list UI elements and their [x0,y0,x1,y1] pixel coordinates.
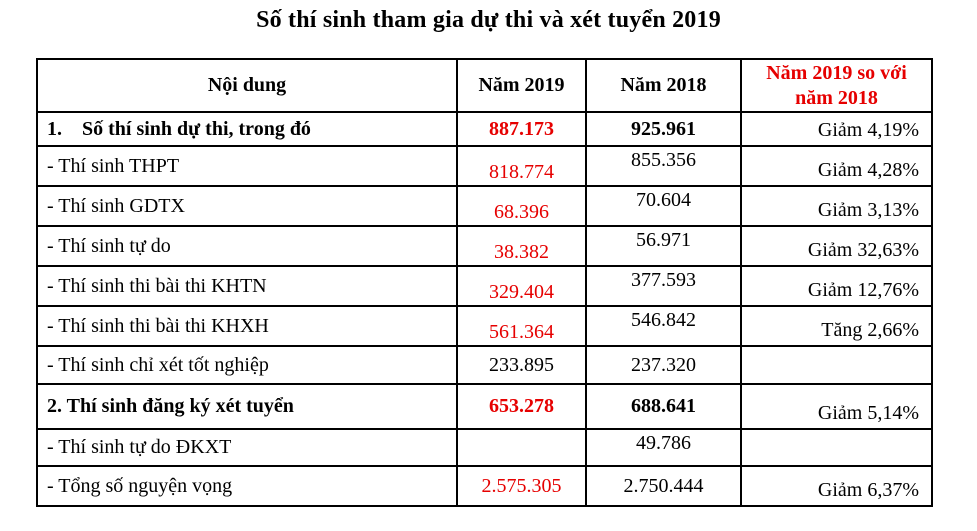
table-row: 2. Thí sinh đăng ký xét tuyển 653.278 68… [36,383,933,430]
value-comparison-text: Tăng 2,66% [821,319,919,341]
value-2018-text: 2.750.444 [623,474,704,497]
value-comparison: Giảm 4,19% [740,111,933,147]
value-2018: 925.961 [585,111,742,147]
value-2019: 68.396 [456,185,587,227]
value-comparison-text: Giảm 3,13% [817,199,919,221]
row-label: - Thí sinh tự do [36,225,458,267]
value-2018: 546.842 [585,305,742,347]
row-label: 2. Thí sinh đăng ký xét tuyển [36,383,458,430]
row-label-text: - Thí sinh tự do ĐKXT [47,436,232,458]
value-2018: 56.971 [585,225,742,267]
row-label: - Thí sinh GDTX [36,185,458,227]
header-noi-dung: Nội dung [36,58,458,113]
value-2018: 237.320 [585,345,742,385]
value-2018: 70.604 [585,185,742,227]
header-row: Nội dung Năm 2019 Năm 2018 Năm 2019 so v… [36,58,933,113]
row-label-text: 1. Số thí sinh dự thi, trong đó [47,117,311,140]
value-2018-text: 377.593 [631,268,696,291]
row-label: - Thí sinh tự do ĐKXT [36,428,458,467]
table-row: - Thí sinh tự do 38.382 56.971 Giảm 32,6… [36,225,933,267]
value-2019-text: 233.895 [489,353,554,376]
table-row: - Thí sinh GDTX 68.396 70.604 Giảm 3,13% [36,185,933,227]
table-row: - Tổng số nguyện vọng 2.575.305 2.750.44… [36,465,933,507]
row-label: - Thí sinh chỉ xét tốt nghiệp [36,345,458,385]
row-label-text: - Tổng số nguyện vọng [47,474,233,497]
value-2018: 49.786 [585,428,742,467]
value-2018-text: 925.961 [631,117,696,140]
row-label-text: 2. Thí sinh đăng ký xét tuyển [47,395,294,417]
value-comparison: Giảm 3,13% [740,185,933,227]
value-comparison-text: Giảm 32,63% [807,239,919,261]
value-comparison: Giảm 12,76% [740,265,933,307]
value-2019-text: 561.364 [489,320,554,343]
row-label-text: - Thí sinh THPT [47,154,180,177]
value-2019-text: 653.278 [489,395,554,417]
value-comparison: Tăng 2,66% [740,305,933,347]
table-row: - Thí sinh THPT 818.774 855.356 Giảm 4,2… [36,145,933,187]
value-2018-text: 70.604 [636,188,691,211]
value-2019: 653.278 [456,383,587,430]
value-2018: 855.356 [585,145,742,187]
row-label-text: - Thí sinh thi bài thi KHXH [47,314,269,337]
table-header: Nội dung Năm 2019 Năm 2018 Năm 2019 so v… [36,58,933,113]
value-comparison-text: Giảm 5,14% [817,402,919,424]
row-label-text: - Thí sinh tự do [47,234,171,257]
value-2019: 329.404 [456,265,587,307]
table-row: 1. Số thí sinh dự thi, trong đó 887.173 … [36,111,933,147]
value-2018-text: 56.971 [636,228,691,251]
value-2019-text: 887.173 [489,117,554,140]
row-label: - Thí sinh THPT [36,145,458,187]
header-comparison-text: Năm 2019 so với năm 2018 [766,61,907,109]
value-2018-text: 855.356 [631,148,696,171]
value-2018: 377.593 [585,265,742,307]
row-label: - Thí sinh thi bài thi KHXH [36,305,458,347]
row-label-text: - Thí sinh chỉ xét tốt nghiệp [47,353,269,376]
value-comparison-text: Giảm 4,19% [817,119,919,141]
value-2019: 561.364 [456,305,587,347]
value-2019-text: 68.396 [494,200,549,223]
header-nam-2018: Năm 2018 [585,58,742,113]
value-comparison: Giảm 32,63% [740,225,933,267]
table-row: - Thí sinh thi bài thi KHXH 561.364 546.… [36,305,933,347]
row-label: 1. Số thí sinh dự thi, trong đó [36,111,458,147]
row-label-text: - Thí sinh thi bài thi KHTN [47,274,267,297]
value-2018-text: 49.786 [636,432,691,454]
value-comparison: Giảm 5,14% [740,383,933,430]
value-2018-text: 237.320 [631,353,696,376]
value-2018: 688.641 [585,383,742,430]
row-label: - Tổng số nguyện vọng [36,465,458,507]
table-body: 1. Số thí sinh dự thi, trong đó 887.173 … [36,111,933,507]
table-row: - Thí sinh thi bài thi KHTN 329.404 377.… [36,265,933,307]
value-2019 [456,428,587,467]
value-comparison [740,428,933,467]
value-2019: 233.895 [456,345,587,385]
value-comparison: Giảm 6,37% [740,465,933,507]
value-comparison-text: Giảm 6,37% [817,479,919,501]
page: Số thí sinh tham gia dự thi và xét tuyển… [0,7,977,531]
exam-statistics-table: Nội dung Năm 2019 Năm 2018 Năm 2019 so v… [36,58,933,507]
value-2018-text: 688.641 [631,395,696,417]
header-comparison: Năm 2019 so với năm 2018 [740,58,933,113]
page-title: Số thí sinh tham gia dự thi và xét tuyển… [256,7,721,33]
row-label-text: - Thí sinh GDTX [47,194,185,217]
value-2019-text: 38.382 [494,240,549,263]
row-label: - Thí sinh thi bài thi KHTN [36,265,458,307]
value-comparison: Giảm 4,28% [740,145,933,187]
value-2019: 2.575.305 [456,465,587,507]
value-comparison-text: Giảm 12,76% [807,279,919,301]
value-2018-text: 546.842 [631,308,696,331]
value-2019-text: 329.404 [489,280,554,303]
value-2019-text: 2.575.305 [481,474,562,497]
value-comparison-text: Giảm 4,28% [817,159,919,181]
value-comparison [740,345,933,385]
value-2019: 38.382 [456,225,587,267]
value-2019-text: 818.774 [489,160,554,183]
table-row: - Thí sinh chỉ xét tốt nghiệp 233.895 23… [36,345,933,385]
value-2019: 887.173 [456,111,587,147]
value-2018: 2.750.444 [585,465,742,507]
header-nam-2019: Năm 2019 [456,58,587,113]
table-row: - Thí sinh tự do ĐKXT 49.786 [36,428,933,467]
value-2019: 818.774 [456,145,587,187]
